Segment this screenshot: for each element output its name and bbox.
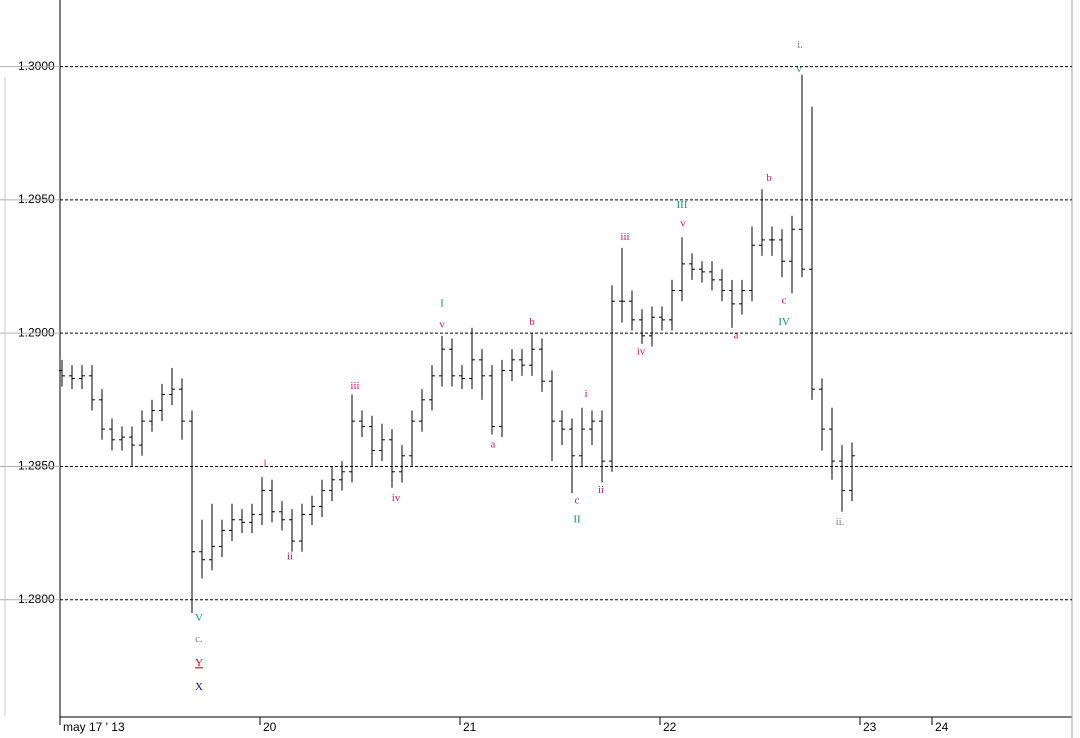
wave-label: X [195, 681, 203, 693]
wave-label: II [573, 513, 581, 525]
wave-label: b [529, 316, 535, 328]
x-tick-label: may 17 ' 13 [63, 720, 125, 734]
x-tick-label: 24 [935, 720, 949, 734]
wave-label: Y [195, 657, 203, 669]
wave-label: iii [620, 231, 629, 243]
wave-label: b [766, 172, 772, 184]
y-tick-label: 1.2850 [18, 459, 55, 473]
x-tick-label: 21 [463, 720, 477, 734]
wave-label: v [680, 217, 686, 229]
wave-label: V [195, 612, 203, 624]
wave-label: c [575, 495, 580, 507]
wave-label: III [677, 199, 688, 211]
wave-label: ii [287, 551, 293, 563]
y-tick-label: 1.2950 [18, 192, 55, 206]
wave-label: a [734, 329, 739, 341]
wave-label: v [796, 63, 802, 75]
wave-label: ii. [836, 516, 845, 528]
wave-label: iii [350, 380, 359, 392]
y-tick-label: 1.2900 [18, 325, 55, 339]
wave-label: i [584, 388, 587, 400]
x-tick-label: 23 [863, 720, 877, 734]
x-tick-label: 22 [663, 720, 677, 734]
wave-label: i. [797, 39, 803, 51]
wave-label: a [491, 439, 496, 451]
y-tick-label: 1.3000 [18, 59, 55, 73]
wave-label: c [782, 295, 787, 307]
y-tick-label: 1.2800 [18, 592, 55, 606]
wave-label: ii [598, 484, 604, 496]
ohlc-bars [59, 74, 855, 614]
x-tick-label: 20 [263, 720, 277, 734]
wave-label: c. [195, 633, 203, 645]
wave-label: v [439, 319, 445, 331]
wave-label: iv [392, 492, 401, 504]
wave-label: IV [778, 316, 790, 328]
wave-label: i [263, 457, 266, 469]
wave-label: iv [637, 345, 646, 357]
wave-label: I [440, 297, 444, 309]
